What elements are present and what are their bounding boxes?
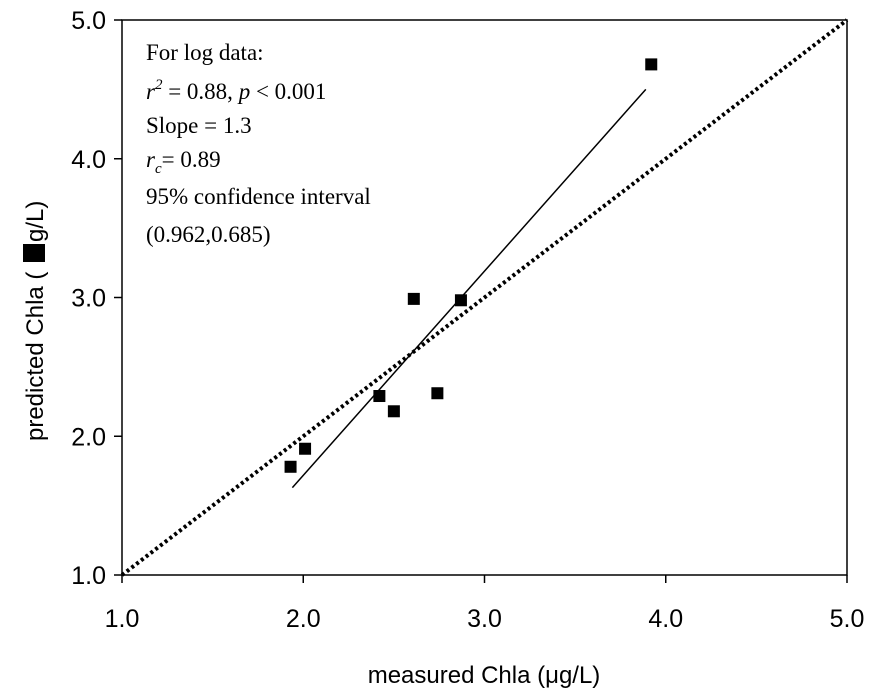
stats-annotation: For log data: r2 = 0.88, p < 0.001 Slope… [146,40,371,247]
x-axis-ticks: 1.0 2.0 3.0 4.0 5.0 [105,575,865,633]
annotation-line-3: Slope = 1.3 [146,113,252,138]
annotation-line-2: r2 = 0.88, p < 0.001 [146,77,326,104]
y-tick-label: 4.0 [71,146,106,174]
data-point [299,442,312,455]
y-axis-ticks: 1.0 2.0 3.0 4.0 5.0 [71,7,122,590]
y-tick-label: 1.0 [71,562,106,590]
redaction-block [23,244,45,262]
identity-line [120,18,849,577]
data-point [454,294,467,307]
y-axis-title-left: predicted Chla ( [22,272,49,441]
y-tick-label: 5.0 [71,7,106,35]
annotation-line-4: rc= 0.89 [146,147,221,177]
annotation-line-1: For log data: [146,40,264,65]
annotation-line-6: (0.962,0.685) [146,222,271,247]
x-tick-label: 1.0 [105,605,140,633]
y-axis-title-right: g/L) [22,201,49,242]
data-point [284,460,297,473]
x-tick-label: 3.0 [467,605,502,633]
data-point [387,405,400,418]
x-axis-title: measured Chla (μg/L) [368,662,601,689]
regression-line [291,88,647,489]
data-point [407,292,420,305]
data-point [373,390,386,403]
y-tick-label: 2.0 [71,423,106,451]
annotation-line-5: 95% confidence interval [146,184,371,209]
x-tick-label: 2.0 [286,605,321,633]
x-tick-label: 4.0 [648,605,683,633]
data-point [431,387,444,400]
data-point [645,58,658,71]
y-axis-title: predicted Chla ( g/L) [22,201,49,441]
x-tick-label: 5.0 [830,605,865,633]
data-points [284,58,658,473]
y-tick-label: 3.0 [71,285,106,313]
